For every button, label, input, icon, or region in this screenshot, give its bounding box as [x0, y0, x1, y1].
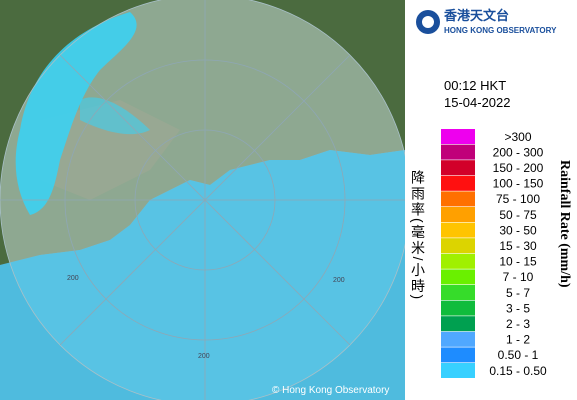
- land-relief: [40, 100, 180, 200]
- legend-swatch: [441, 316, 475, 332]
- legend-title-english: Rainfall Rate (mm/h): [557, 160, 572, 288]
- rain-echo: [80, 97, 150, 135]
- legend-label: 10 - 15: [499, 255, 537, 269]
- legend-swatch: [441, 331, 475, 347]
- legend-swatch: [441, 253, 475, 269]
- legend-swatch: [441, 175, 475, 191]
- legend-label: 200 - 300: [493, 145, 544, 159]
- legend-swatch: [441, 191, 475, 207]
- time: 00:12 HKT: [444, 78, 506, 93]
- legend-label: 2 - 3: [506, 317, 530, 331]
- logo: 香港天文台 HONG KONG OBSERVATORY: [416, 8, 557, 35]
- legend-swatch: [441, 160, 475, 176]
- ring-label: 200: [333, 277, 345, 284]
- legend-swatch: [441, 129, 475, 144]
- legend-label: 150 - 200: [493, 161, 544, 175]
- rain-echo: [0, 150, 405, 400]
- legend-swatch: [441, 238, 475, 254]
- legend-label: 100 - 150: [493, 177, 544, 191]
- legend-label: 1 - 2: [506, 333, 530, 347]
- legend-label: 5 - 7: [506, 286, 530, 300]
- legend-label: 30 - 50: [499, 223, 537, 237]
- range-rings: [0, 0, 405, 400]
- legend-label: 3 - 5: [506, 301, 530, 315]
- legend-swatch: [441, 285, 475, 300]
- legend-swatch: [441, 363, 475, 378]
- logo-english: HONG KONG OBSERVATORY: [444, 26, 557, 35]
- legend-swatch: [441, 347, 475, 363]
- legend-label: 7 - 10: [503, 270, 534, 284]
- legend-label: 75 - 100: [496, 192, 540, 206]
- rain-echo: [15, 12, 137, 215]
- legend-swatch: [441, 222, 475, 238]
- legend-swatch: [441, 144, 475, 160]
- legend-swatch: [441, 269, 475, 285]
- ring-label: 200: [198, 353, 210, 360]
- legend-label: 0.15 - 0.50: [489, 364, 547, 378]
- legend-label: 0.50 - 1: [498, 348, 539, 362]
- logo-mark: [422, 16, 434, 28]
- legend-swatch: [441, 207, 475, 222]
- legend-label: 15 - 30: [499, 239, 537, 253]
- copyright: © Hong Kong Observatory: [272, 385, 389, 396]
- legend-label: >300: [504, 130, 531, 144]
- legend-label: 50 - 75: [499, 208, 537, 222]
- logo-chinese: 香港天文台: [443, 8, 509, 23]
- ring-label: 200: [67, 275, 79, 282]
- map-area: 200 200 200 © Hong Kong Observatory: [0, 0, 405, 400]
- legend-title-chinese: 降雨率(毫米/小時): [410, 170, 426, 301]
- legend-swatch: [441, 300, 475, 316]
- date: 15-04-2022: [444, 95, 511, 110]
